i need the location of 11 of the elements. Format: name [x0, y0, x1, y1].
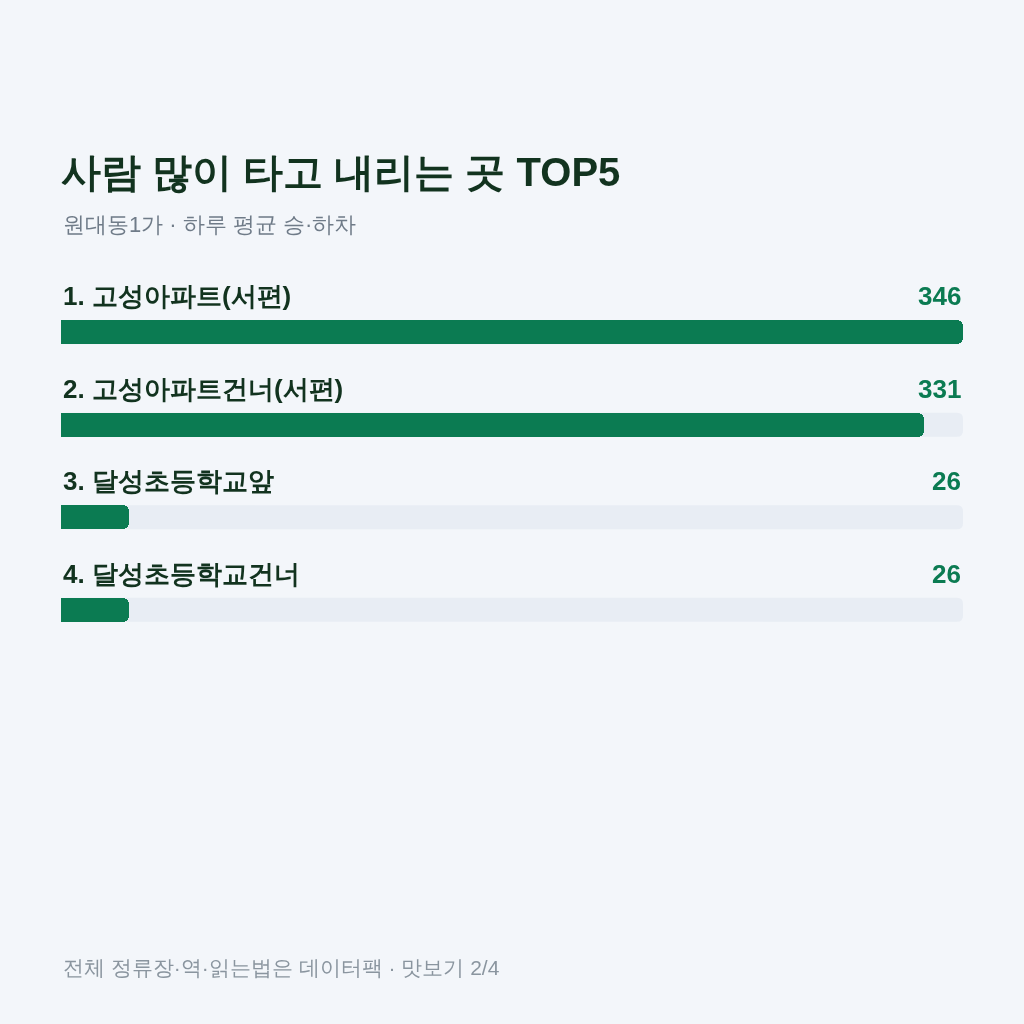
text: 전체 정류장·역·읽는법은 데이터팩 · 맛보기 2/4	[63, 956, 500, 979]
chart-subtitle: 원대동1가 · 하루 평균 승·하차	[63, 212, 357, 237]
data-label: 346	[918, 281, 962, 311]
chart-title: 사람 많이 타고 내리는 곳 TOP5	[61, 150, 621, 194]
y-tick-label: 2. 고성아파트건너(서편)	[63, 374, 344, 404]
data-label: 26	[932, 559, 961, 589]
y-tick-label: 4. 달성초등학교건너	[63, 559, 300, 589]
data-label: 331	[918, 374, 962, 404]
y-tick-label: 3. 달성초등학교앞	[63, 466, 274, 496]
y-tick-label: 1. 고성아파트(서편)	[63, 281, 292, 311]
data-label: 26	[932, 466, 961, 496]
